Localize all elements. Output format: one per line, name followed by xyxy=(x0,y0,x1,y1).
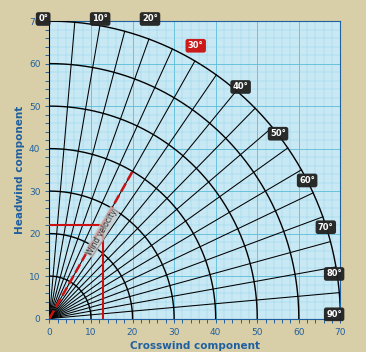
Text: 30°: 30° xyxy=(188,41,203,50)
Y-axis label: Headwind component: Headwind component xyxy=(15,106,25,234)
Text: 60°: 60° xyxy=(299,176,315,185)
Text: 80°: 80° xyxy=(326,269,342,278)
X-axis label: Crosswind component: Crosswind component xyxy=(130,341,260,351)
Text: 90°: 90° xyxy=(326,310,342,319)
Text: 70°: 70° xyxy=(318,223,334,232)
Text: 40°: 40° xyxy=(233,82,249,92)
Text: 10°: 10° xyxy=(92,14,108,24)
Text: 0°: 0° xyxy=(38,14,48,24)
Text: 20°: 20° xyxy=(142,14,158,24)
Text: 50°: 50° xyxy=(270,129,286,138)
Text: Wind velocity: Wind velocity xyxy=(85,208,119,257)
